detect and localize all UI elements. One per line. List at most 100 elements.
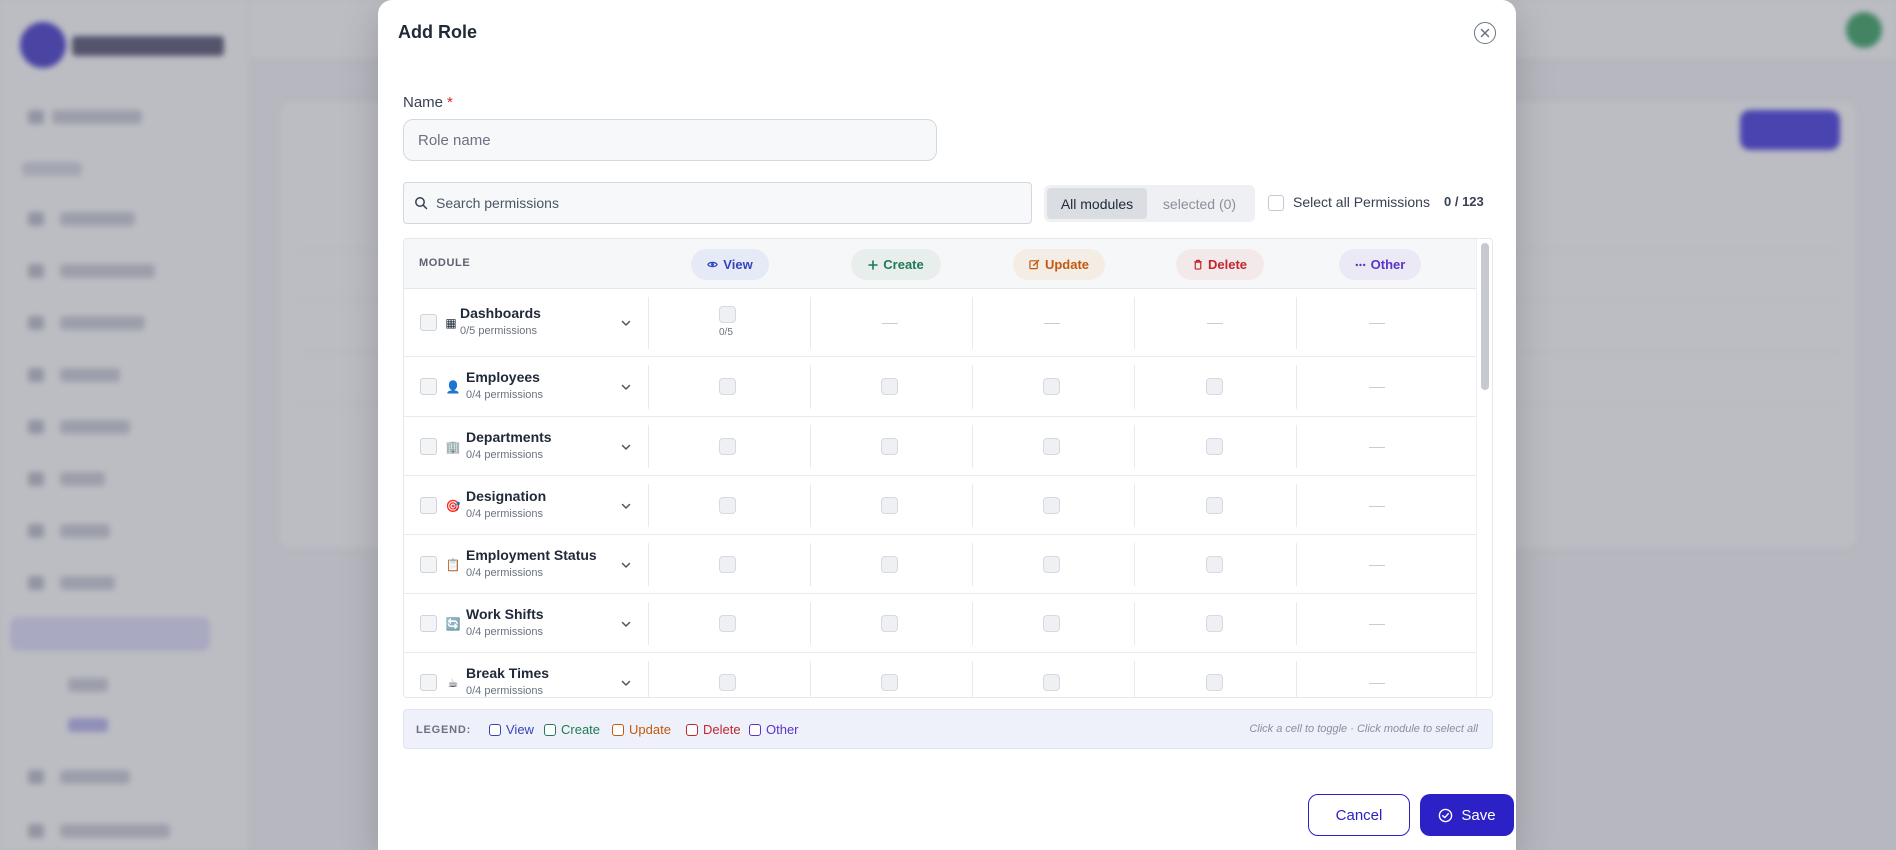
module-name[interactable]: Work Shifts <box>466 605 544 622</box>
column-divider <box>810 661 811 697</box>
delete-permission-checkbox[interactable] <box>1206 614 1223 632</box>
eye-icon <box>707 261 719 268</box>
empty-cell-dash <box>1369 387 1385 388</box>
chevron-down-icon[interactable] <box>619 558 633 572</box>
cancel-button[interactable]: Cancel <box>1308 794 1410 836</box>
view-permission-checkbox[interactable] <box>719 496 736 514</box>
refresh-icon: 🔄 <box>445 616 461 631</box>
person-icon: 👤 <box>445 380 461 394</box>
view-permission-checkbox[interactable] <box>719 673 736 691</box>
module-checkbox[interactable] <box>420 437 437 455</box>
empty-cell-dash <box>1369 446 1385 448</box>
view-permission-checkbox[interactable] <box>719 555 736 573</box>
update-column-pill[interactable]: Update <box>1013 249 1105 280</box>
module-name[interactable]: Employment Status <box>466 546 597 563</box>
table-scrollbar[interactable] <box>1476 239 1492 697</box>
column-divider <box>1296 661 1297 697</box>
filter-selected[interactable]: selected (0) <box>1162 195 1237 212</box>
view-permission-checkbox[interactable] <box>719 306 736 323</box>
column-divider <box>1134 425 1135 468</box>
view-permission-checkbox[interactable] <box>719 614 736 632</box>
column-divider <box>972 602 973 645</box>
create-permission-checkbox[interactable] <box>881 496 898 514</box>
column-divider <box>1296 425 1297 468</box>
update-permission-checkbox[interactable] <box>1043 555 1060 573</box>
select-all-label[interactable]: Select all Permissions <box>1293 194 1430 210</box>
delete-permission-checkbox[interactable] <box>1206 555 1223 573</box>
table-row: 📋 Employment Status 0/4 permissions <box>404 535 1476 594</box>
delete-permission-checkbox[interactable] <box>1206 673 1223 691</box>
module-name[interactable]: Break Times <box>466 664 550 681</box>
legend-item-delete: Delete <box>686 722 741 737</box>
chevron-down-icon[interactable] <box>619 316 633 330</box>
column-divider <box>810 425 811 468</box>
module-checkbox[interactable] <box>420 496 437 514</box>
chevron-down-icon[interactable] <box>619 617 633 631</box>
column-divider <box>810 365 811 409</box>
chevron-down-icon[interactable] <box>619 380 633 394</box>
select-all-checkbox[interactable] <box>1268 195 1284 211</box>
module-checkbox[interactable] <box>420 378 437 395</box>
module-name[interactable]: Designation <box>466 487 547 504</box>
module-checkbox[interactable] <box>420 673 437 691</box>
legend-label: Create <box>561 722 601 737</box>
legend-item-create: Create <box>544 722 600 737</box>
coffee-icon: ☕ <box>447 675 459 690</box>
chevron-down-icon[interactable] <box>619 499 633 513</box>
search-input[interactable] <box>436 195 1016 211</box>
plus-icon <box>868 259 879 270</box>
role-name-input[interactable] <box>403 119 937 161</box>
filter-all-modules[interactable]: All modules <box>1047 188 1147 219</box>
column-divider <box>972 365 973 409</box>
legend-item-other: Other <box>749 722 799 737</box>
module-name[interactable]: Dashboards <box>460 305 541 321</box>
update-permission-checkbox[interactable] <box>1043 378 1060 395</box>
column-divider <box>1296 602 1297 645</box>
module-name[interactable]: Employees <box>466 369 540 385</box>
update-permission-checkbox[interactable] <box>1043 496 1060 514</box>
save-button[interactable]: Save <box>1420 794 1514 836</box>
column-divider <box>810 543 811 586</box>
create-permission-checkbox[interactable] <box>881 437 898 455</box>
module-checkbox[interactable] <box>420 555 437 573</box>
create-permission-checkbox[interactable] <box>881 614 898 632</box>
trash-icon <box>1194 259 1202 270</box>
create-column-pill[interactable]: Create <box>851 249 941 280</box>
view-permission-checkbox[interactable] <box>719 378 736 395</box>
grid-icon: ▦ <box>445 316 457 330</box>
create-permission-checkbox[interactable] <box>881 555 898 573</box>
column-divider <box>648 365 649 409</box>
other-column-pill[interactable]: Other <box>1339 249 1421 280</box>
create-permission-checkbox[interactable] <box>881 673 898 691</box>
update-permission-checkbox[interactable] <box>1043 673 1060 691</box>
table-row: ☕ Break Times 0/4 permissions <box>404 653 1476 697</box>
update-permission-checkbox[interactable] <box>1043 437 1060 455</box>
column-divider <box>1134 484 1135 527</box>
view-permission-checkbox[interactable] <box>719 437 736 455</box>
module-permission-count: 0/5 permissions <box>460 325 538 337</box>
chevron-down-icon[interactable] <box>619 440 633 454</box>
close-button[interactable] <box>1474 22 1496 44</box>
delete-column-pill[interactable]: Delete <box>1176 249 1264 280</box>
chevron-down-icon[interactable] <box>619 676 633 690</box>
delete-permission-checkbox[interactable] <box>1206 496 1223 514</box>
view-column-pill[interactable]: View <box>691 249 769 280</box>
delete-permission-checkbox[interactable] <box>1206 378 1223 395</box>
column-divider <box>972 425 973 468</box>
empty-cell-dash <box>1369 682 1385 684</box>
column-divider <box>972 661 973 697</box>
column-divider <box>972 297 973 349</box>
column-divider <box>1296 484 1297 527</box>
update-permission-checkbox[interactable] <box>1043 614 1060 632</box>
permissions-table: MODULE View Create Update <box>403 238 1493 698</box>
column-divider <box>810 297 811 349</box>
background-logo <box>20 22 66 68</box>
delete-permission-checkbox[interactable] <box>1206 437 1223 455</box>
module-permission-count: 0/4 permissions <box>466 448 544 461</box>
scrollbar-thumb[interactable] <box>1481 243 1489 390</box>
module-name[interactable]: Departments <box>466 428 552 445</box>
permission-search-box[interactable] <box>403 182 1032 224</box>
create-permission-checkbox[interactable] <box>881 378 898 395</box>
module-checkbox[interactable] <box>420 314 437 331</box>
module-checkbox[interactable] <box>420 614 437 632</box>
